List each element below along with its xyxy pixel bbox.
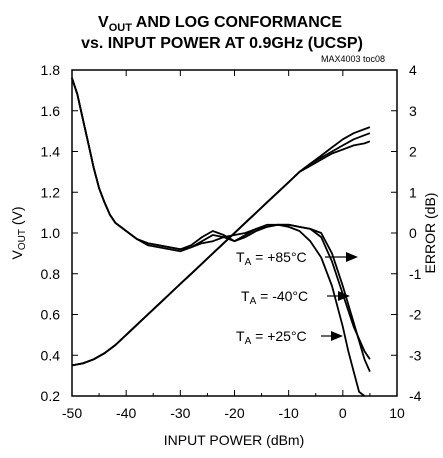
y-left-tick-label: 1.4	[41, 144, 61, 160]
y-left-tick-label: 0.2	[41, 388, 61, 404]
y-right-tick-label: 4	[409, 62, 417, 78]
chart-title-line1: VOUT AND LOG CONFORMANCE	[98, 14, 342, 34]
y-right-tick-label: -1	[409, 266, 422, 282]
y-right-tick-label: -3	[409, 347, 422, 363]
arrowhead-25c	[331, 331, 343, 341]
y-left-tick-label: 1.0	[41, 225, 61, 241]
y-right-tick-label: 0	[409, 225, 417, 241]
x-tick-label: -10	[279, 405, 299, 421]
vout-curve-1	[71, 132, 371, 367]
x-tick-label: -20	[224, 405, 244, 421]
y-right-tick-label: -4	[409, 388, 422, 404]
y-left-tick-label: 0.8	[41, 266, 61, 282]
annotation-m40c: TA = -40°C	[241, 288, 308, 307]
chart-title-line2: vs. INPUT POWER AT 0.9GHz (UCSP)	[81, 35, 363, 52]
error-curve-2	[71, 77, 371, 360]
arrowhead-85c	[346, 252, 358, 262]
x-tick-label: -40	[116, 405, 136, 421]
y-axis-label-right: ERROR (dB)	[422, 193, 438, 274]
y-axis-label-left: VOUT (V)	[9, 206, 28, 259]
y-right-tick-label: 3	[409, 103, 417, 119]
y-right-tick-label: -2	[409, 307, 422, 323]
x-tick-label: 10	[389, 405, 405, 421]
y-right-tick-label: 1	[409, 184, 417, 200]
arrowhead-m40c	[338, 291, 350, 301]
annotation-25c: TA = +25°C	[236, 328, 307, 347]
annotation-85c: TA = +85°C	[236, 249, 307, 268]
y-left-tick-label: 0.4	[41, 347, 61, 363]
y-left-tick-label: 1.8	[41, 62, 61, 78]
y-left-tick-label: 1.6	[41, 103, 61, 119]
chart-tag: MAX4003 toc08	[321, 54, 385, 64]
x-axis-label: INPUT POWER (dBm)	[164, 432, 305, 448]
y-right-tick-label: 2	[409, 144, 417, 160]
y-left-tick-label: 1.2	[41, 184, 61, 200]
y-left-tick-label: 0.6	[41, 307, 61, 323]
annotation-arrows	[321, 252, 358, 341]
x-tick-label: -30	[170, 405, 190, 421]
x-tick-label: -50	[62, 405, 82, 421]
vout-curve-2	[71, 140, 371, 367]
x-tick-label: 0	[339, 405, 347, 421]
